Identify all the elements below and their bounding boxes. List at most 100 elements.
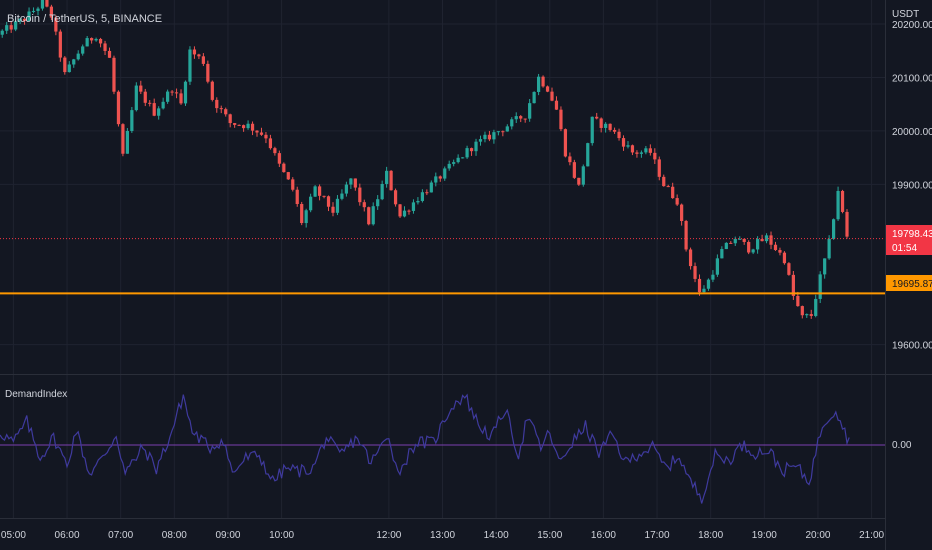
candle — [452, 159, 456, 167]
candle — [219, 105, 223, 114]
candle — [340, 189, 344, 201]
candle — [684, 219, 688, 252]
candle — [402, 206, 407, 218]
candle — [528, 98, 532, 122]
candle — [282, 162, 286, 173]
candle — [769, 231, 773, 250]
candle — [787, 262, 791, 276]
time-axis[interactable]: 05:00 06:00 07:00 08:00 09:00 10:00 12:00 13:00… — [1, 530, 885, 541]
last-price-value: 19798.43 — [892, 229, 932, 240]
price-tick-label: 19600.00 — [892, 341, 932, 352]
candle — [27, 7, 31, 22]
candle — [469, 147, 474, 156]
candle — [474, 138, 478, 156]
candle — [715, 254, 719, 277]
time-tick-label: 07:00 — [108, 530, 133, 541]
candle — [246, 120, 250, 130]
time-tick-label: 15:00 — [537, 530, 562, 541]
candle — [514, 112, 518, 123]
candle — [563, 128, 568, 158]
price-tick-label: 19900.00 — [892, 180, 932, 191]
candle — [680, 203, 684, 226]
candle — [487, 130, 492, 142]
time-tick-label: 06:00 — [55, 530, 80, 541]
candle — [697, 274, 702, 296]
price-tick-label: 20100.00 — [892, 73, 932, 84]
grid-lines — [0, 0, 885, 518]
candle — [277, 150, 281, 168]
candle — [166, 89, 170, 104]
candle — [107, 47, 112, 58]
candle — [814, 294, 818, 318]
candle — [773, 241, 778, 251]
candle — [152, 98, 156, 117]
candle — [510, 117, 514, 130]
candle — [536, 73, 541, 96]
candle — [22, 17, 27, 25]
candle — [174, 88, 179, 99]
candle — [161, 97, 165, 110]
candle — [76, 50, 80, 61]
candle — [639, 150, 644, 158]
candle — [179, 89, 183, 105]
candle — [407, 209, 411, 215]
candle — [112, 55, 116, 95]
candle — [241, 124, 246, 132]
candle — [255, 130, 259, 137]
symbol-title[interactable]: Bitcoin / TetherUS, 5, BINANCE — [7, 13, 162, 25]
candle — [612, 127, 617, 134]
candle — [98, 37, 103, 48]
candle — [599, 117, 603, 133]
candle — [143, 88, 147, 107]
candle — [657, 156, 661, 181]
candle — [49, 4, 54, 21]
candle — [523, 118, 527, 123]
candle — [367, 206, 371, 226]
candle — [380, 180, 384, 201]
candle — [492, 129, 496, 144]
last-price-badge — [886, 225, 932, 255]
candle — [688, 247, 693, 270]
candle — [291, 177, 295, 192]
candle — [358, 183, 362, 206]
indicator-name[interactable]: DemandIndex — [5, 389, 67, 400]
candle — [747, 240, 751, 255]
candle — [121, 123, 125, 157]
candle — [635, 150, 639, 158]
candle — [228, 113, 232, 128]
candle — [711, 270, 715, 283]
price-axis[interactable]: 20200.00 20100.00 20000.00 19900.00 19600.00 — [892, 20, 932, 352]
demand-index-line — [0, 393, 850, 504]
candle — [31, 7, 36, 14]
candle — [192, 46, 197, 59]
candle — [215, 97, 219, 113]
candle — [344, 181, 349, 197]
candle — [67, 61, 71, 73]
candle — [273, 146, 277, 156]
candle — [385, 166, 389, 188]
candle — [116, 90, 121, 127]
candle — [586, 142, 590, 167]
candle — [134, 82, 138, 112]
candle — [304, 208, 308, 228]
candle — [18, 17, 22, 25]
candle — [617, 128, 621, 141]
candle — [505, 124, 509, 132]
candle — [331, 202, 335, 217]
candle — [483, 131, 487, 143]
candle — [501, 130, 505, 137]
time-tick-label: 13:00 — [430, 530, 455, 541]
candle — [608, 123, 612, 132]
candle — [840, 189, 845, 214]
candle — [317, 184, 322, 201]
candle — [130, 106, 134, 133]
candle — [800, 305, 804, 319]
candle — [250, 121, 255, 136]
candle — [429, 180, 433, 193]
price-tick-label: 20000.00 — [892, 127, 932, 138]
last-price-countdown: 01:54 — [892, 243, 917, 254]
time-tick-label: 12:00 — [376, 530, 401, 541]
candle — [756, 236, 760, 254]
